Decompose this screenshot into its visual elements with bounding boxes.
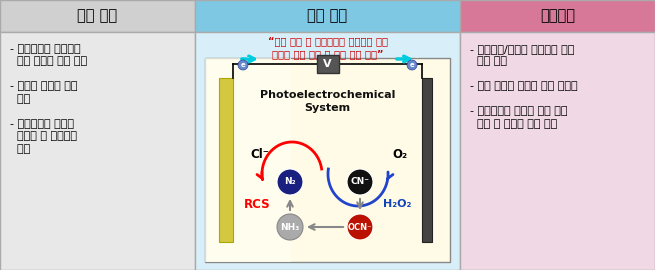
Text: 기대효과: 기대효과: [540, 8, 575, 23]
Circle shape: [277, 169, 303, 195]
Text: “산업 폐수 내 시안화물의 질소화를 위한: “산업 폐수 내 시안화물의 질소화를 위한: [267, 36, 388, 46]
Text: CN⁻: CN⁻: [350, 177, 369, 187]
Text: RCS: RCS: [244, 197, 271, 211]
FancyBboxPatch shape: [0, 0, 195, 32]
FancyBboxPatch shape: [0, 32, 195, 270]
Text: 규명: 규명: [10, 144, 30, 154]
FancyBboxPatch shape: [195, 32, 460, 270]
Text: N₂: N₂: [284, 177, 296, 187]
Text: 연구 목표: 연구 목표: [307, 8, 348, 23]
Text: 연구 내용: 연구 내용: [77, 8, 117, 23]
Text: Photoelectrochemical
System: Photoelectrochemical System: [260, 90, 395, 113]
Text: - 광전기화학 시스템 핵심 원천: - 광전기화학 시스템 핵심 원천: [470, 106, 567, 116]
Circle shape: [277, 214, 303, 240]
Text: NH₃: NH₃: [280, 222, 299, 231]
Text: Cl⁻: Cl⁻: [250, 147, 269, 160]
Text: 분석: 분석: [10, 94, 30, 104]
Text: OCN⁻: OCN⁻: [348, 222, 372, 231]
Circle shape: [407, 60, 417, 70]
FancyBboxPatch shape: [460, 32, 655, 270]
Circle shape: [238, 60, 248, 70]
Text: ⁻: ⁻: [415, 56, 419, 62]
Text: V: V: [323, 59, 332, 69]
Text: - 광전극 소재의 특성: - 광전극 소재의 특성: [10, 82, 77, 92]
FancyBboxPatch shape: [422, 78, 432, 242]
Text: e: e: [240, 62, 246, 68]
Text: 위한 광전극 소재 개발: 위한 광전극 소재 개발: [10, 56, 87, 66]
FancyBboxPatch shape: [205, 58, 291, 262]
Circle shape: [347, 214, 373, 240]
FancyBboxPatch shape: [205, 58, 450, 262]
FancyBboxPatch shape: [219, 78, 233, 242]
Text: ⁻: ⁻: [246, 56, 250, 62]
Text: H₂O₂: H₂O₂: [383, 199, 411, 209]
Text: - 관련 산업의 환경적 부담 최소화: - 관련 산업의 환경적 부담 최소화: [470, 82, 578, 92]
FancyBboxPatch shape: [195, 0, 460, 32]
Text: 기술 및 실용화 기술 확보: 기술 및 실용화 기술 확보: [470, 119, 557, 129]
Text: - 시안화물의 질소화를: - 시안화물의 질소화를: [10, 44, 81, 54]
Text: - 친환경적/경제적 시안화물 처리: - 친환경적/경제적 시안화물 처리: [470, 44, 574, 54]
Text: e: e: [409, 62, 415, 68]
FancyBboxPatch shape: [460, 0, 655, 32]
Text: 최적화 및 메커니즘: 최적화 및 메커니즘: [10, 131, 77, 141]
FancyBboxPatch shape: [316, 55, 339, 73]
Text: 광전극 소재 개발 및 최대 효율 달성”: 광전극 소재 개발 및 최대 효율 달성”: [272, 49, 383, 59]
Circle shape: [347, 169, 373, 195]
Text: - 광전기화학 반응의: - 광전기화학 반응의: [10, 119, 74, 129]
Text: O₂: O₂: [392, 147, 407, 160]
Text: 기술 개발: 기술 개발: [470, 56, 507, 66]
